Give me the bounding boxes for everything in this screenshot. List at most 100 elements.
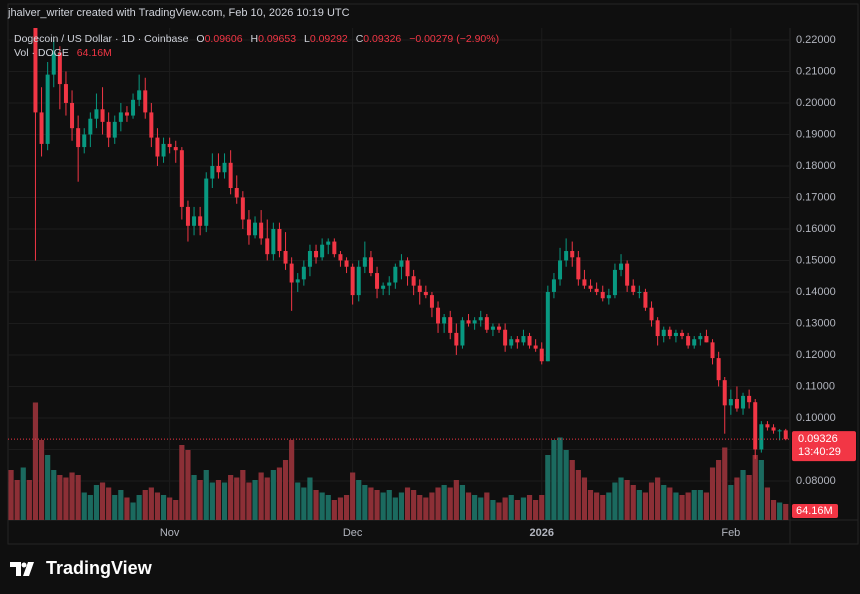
candle-body (57, 52, 62, 85)
volume-bar (362, 485, 368, 520)
volume-bar (472, 495, 478, 520)
candle-body (112, 121, 117, 138)
volume-bar (313, 490, 319, 520)
candle-body (570, 251, 575, 258)
volume-bar (301, 487, 307, 520)
y-tick-label: 0.17000 (796, 191, 836, 203)
volume-bar (240, 470, 246, 520)
candle-body (454, 332, 459, 346)
candle-body (558, 260, 563, 280)
candle-body (94, 109, 99, 119)
candle-body (515, 339, 520, 343)
volume-bar (191, 475, 197, 520)
volume-bar (343, 495, 350, 520)
volume-bar (14, 480, 20, 520)
brand-logo[interactable]: TradingView (10, 558, 152, 579)
volume-title: Vol · DOGE (14, 47, 69, 59)
candle-body (326, 241, 331, 245)
candle-body (283, 251, 288, 264)
last-price-label: 0.09326 (798, 433, 838, 445)
candle-body (436, 307, 441, 324)
volume-bar (551, 440, 557, 520)
candle-body (362, 257, 367, 267)
volume-bar (307, 477, 313, 520)
candle-body (466, 320, 471, 324)
volume-bar (514, 500, 520, 520)
candle-body (106, 121, 111, 138)
volume-bar (453, 480, 459, 520)
candle-body (680, 332, 685, 337)
symbol-title: Dogecoin / US Dollar · 1D · Coinbase (14, 33, 189, 45)
volume-bar (673, 492, 679, 520)
volume-bar (234, 477, 240, 520)
ohlc-key: H (250, 33, 259, 45)
volume-bar (270, 470, 276, 520)
volume-bar (569, 460, 575, 520)
volume-bar (350, 472, 356, 520)
volume-bar (154, 492, 161, 520)
candle-body (625, 263, 630, 286)
candle-body (539, 348, 544, 362)
volume-bar (728, 485, 734, 520)
candle-body (222, 162, 227, 173)
candle-body (137, 90, 142, 100)
volume-bar (118, 490, 124, 520)
volume-bar (197, 480, 203, 520)
candle-body (399, 260, 404, 267)
candle-body (564, 251, 569, 261)
volume-bar (380, 492, 386, 520)
volume-bar (703, 492, 710, 520)
candle-body (155, 137, 160, 157)
volume-bar (289, 440, 295, 520)
candle-body (131, 99, 136, 116)
volume-bar (282, 460, 289, 520)
candle-body (179, 150, 184, 207)
volume-bar (106, 487, 112, 520)
volume-bar (252, 480, 258, 520)
volume-bar (685, 492, 691, 520)
candle-body (582, 279, 587, 286)
ohlc-value: 0.09326 (363, 33, 402, 45)
volume-bar (636, 490, 642, 520)
candle-body (271, 228, 276, 255)
volume-bar (661, 485, 667, 520)
candle-body (39, 112, 44, 144)
y-tick-label: 0.14000 (796, 286, 836, 298)
candle-body (350, 266, 355, 296)
candle-body (301, 266, 306, 280)
volume-bar (679, 495, 685, 520)
volume-bar (32, 402, 39, 520)
volume-bar (624, 480, 630, 520)
y-tick-label: 0.11000 (796, 380, 835, 392)
volume-bar (539, 495, 545, 520)
y-tick-label: 0.20000 (796, 97, 836, 109)
volume-bar (600, 495, 606, 520)
candle-body (478, 317, 483, 321)
volume-bar (173, 500, 179, 520)
candle-body (124, 112, 129, 116)
candle-body (173, 147, 178, 151)
volume-bar (81, 492, 87, 520)
candle-body (411, 276, 416, 286)
candle-body (759, 424, 764, 450)
volume-bar (752, 455, 758, 520)
candle-body (777, 430, 782, 432)
volume-bar (417, 495, 423, 520)
candle-body (344, 260, 349, 267)
volume-bar (337, 497, 344, 520)
candle-body (442, 317, 447, 324)
volume-bar (38, 440, 45, 520)
volume-bar (441, 485, 447, 520)
candle-body (417, 285, 422, 292)
candle-body (704, 336, 709, 343)
y-tick-label: 0.12000 (796, 349, 836, 361)
volume-bar (777, 502, 783, 520)
volume-bar (594, 492, 600, 520)
candle-body (45, 74, 50, 144)
x-tick-label: 2026 (529, 527, 553, 539)
candle-body (423, 291, 428, 296)
volume-bar (545, 455, 551, 520)
volume-bar (667, 487, 673, 520)
volume-bar (642, 492, 649, 520)
candle-layer (33, 28, 788, 459)
